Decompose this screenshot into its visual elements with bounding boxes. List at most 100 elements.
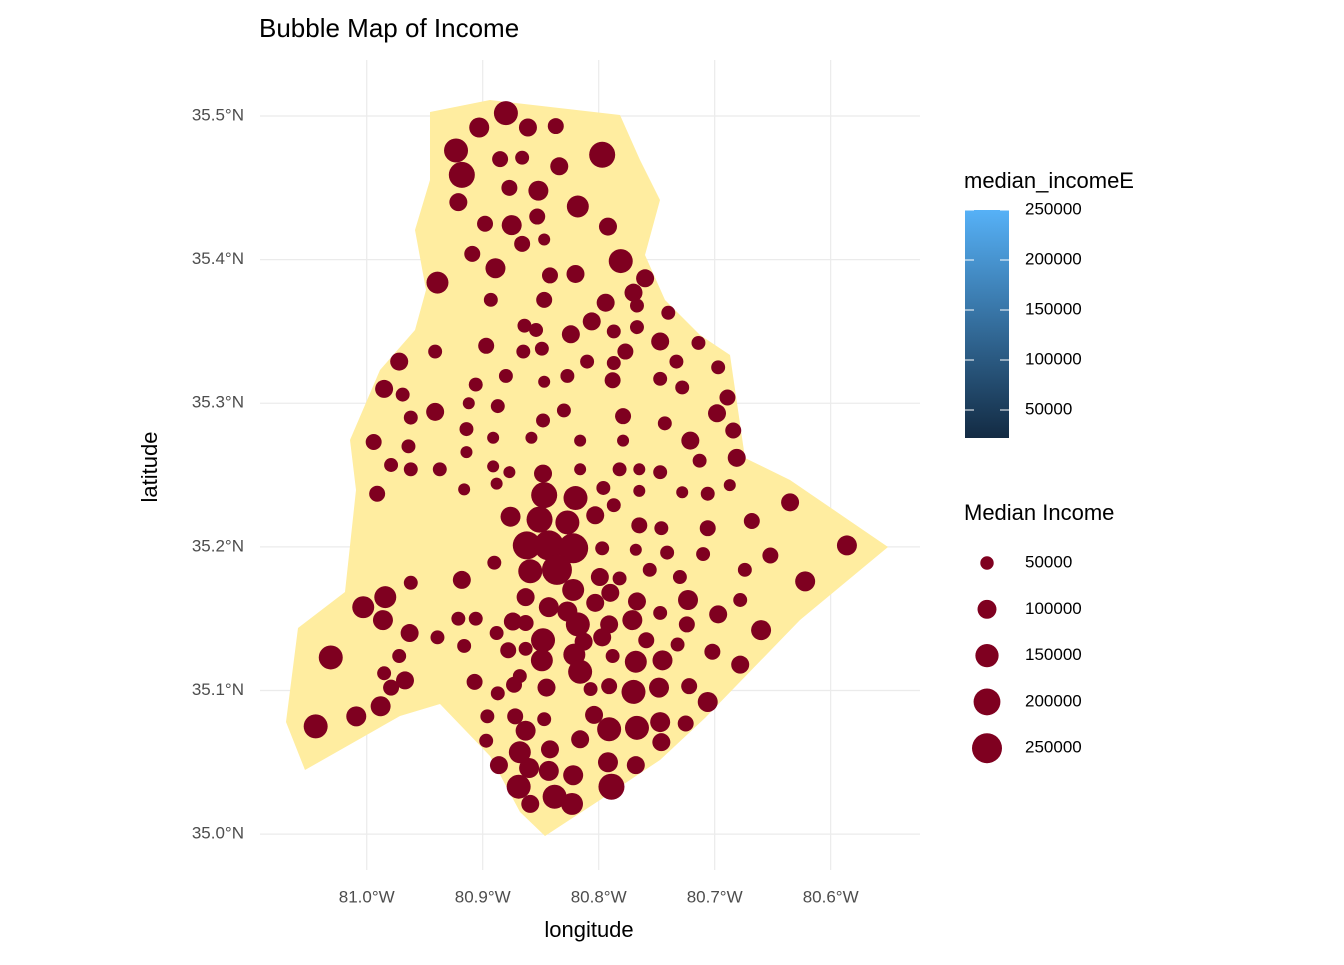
bubble <box>536 413 550 428</box>
bubble <box>550 157 569 176</box>
bubble <box>518 559 543 584</box>
bubble <box>403 410 418 425</box>
bubble <box>675 380 690 395</box>
bubble <box>536 291 553 308</box>
bubble <box>566 264 585 283</box>
bubble <box>521 794 540 813</box>
bubble <box>583 682 598 697</box>
bubble <box>678 590 699 610</box>
bubble <box>529 323 544 337</box>
bubble <box>538 597 559 618</box>
bubble <box>615 408 632 425</box>
bubble <box>630 298 644 313</box>
bubble <box>369 485 386 502</box>
bubble <box>459 422 474 437</box>
bubble <box>633 484 646 497</box>
bubble <box>737 562 752 577</box>
bubble <box>426 271 449 294</box>
bubble <box>500 642 517 659</box>
bubble <box>571 730 590 749</box>
bubble <box>700 486 715 501</box>
bubble <box>585 705 604 724</box>
bubble <box>428 344 443 359</box>
bubble <box>708 404 727 423</box>
size-legend-label: 50000 <box>1025 552 1072 571</box>
bubble <box>612 462 627 477</box>
bubble <box>493 101 518 126</box>
bubble <box>400 624 419 643</box>
bubble <box>590 568 609 587</box>
bubble <box>669 354 684 369</box>
bubble <box>538 760 559 781</box>
bubble <box>677 715 694 732</box>
bubble <box>500 506 521 527</box>
bubble <box>562 578 585 601</box>
bubble <box>624 283 643 302</box>
bubble <box>638 632 655 649</box>
x-tick-label: 80.6°W <box>803 887 859 906</box>
bubble <box>621 679 646 704</box>
bubble <box>538 375 551 388</box>
bubble <box>508 741 531 764</box>
bubble <box>642 562 657 577</box>
y-tick-label: 35.0°N <box>192 824 244 843</box>
bubble <box>582 312 601 331</box>
bubble <box>516 588 535 607</box>
x-tick-label: 81.0°W <box>339 887 395 906</box>
y-tick-label: 35.3°N <box>192 393 244 412</box>
bubble <box>452 570 471 589</box>
bubble <box>670 637 685 652</box>
size-legend-key <box>977 599 997 619</box>
bubble <box>563 486 588 511</box>
bubble <box>384 458 399 472</box>
bubble <box>533 530 564 561</box>
size-legend-key <box>972 733 1002 764</box>
bubble <box>525 431 538 444</box>
bubble <box>477 215 494 232</box>
bubble <box>390 352 409 371</box>
bubble <box>514 235 531 252</box>
bubble <box>727 448 746 467</box>
bubble <box>733 593 748 607</box>
x-tick-label: 80.9°W <box>455 887 511 906</box>
size-legend-key <box>975 643 999 668</box>
size-legend-label: 100000 <box>1025 599 1082 618</box>
bubble <box>457 638 472 653</box>
bubble <box>596 293 615 312</box>
bubble <box>660 545 675 560</box>
bubble <box>490 686 505 701</box>
colorbar-label: 50000 <box>1025 399 1072 418</box>
bubble <box>709 605 728 624</box>
bubble <box>483 292 498 307</box>
bubble <box>622 610 643 631</box>
bubble <box>534 341 549 356</box>
bubble <box>697 691 718 712</box>
x-axis-label: longitude <box>544 917 633 942</box>
bubble <box>518 118 537 137</box>
bubble <box>430 630 445 645</box>
bubble <box>531 482 558 509</box>
bubble <box>678 616 695 633</box>
bubble <box>617 343 634 360</box>
size-legend-key <box>973 688 1001 716</box>
bubble <box>606 324 621 339</box>
bubble <box>503 612 522 631</box>
bubble <box>529 208 546 225</box>
bubble <box>374 586 397 609</box>
bubble <box>403 462 418 477</box>
bubble <box>468 377 483 392</box>
bubble <box>478 337 495 354</box>
bubble <box>601 583 620 602</box>
bubble <box>466 673 483 690</box>
bubble <box>836 535 857 556</box>
bubble <box>444 138 469 163</box>
bubble <box>652 650 673 671</box>
bubble <box>725 422 742 439</box>
bubble <box>370 696 391 717</box>
bubble <box>653 371 668 386</box>
bubble <box>501 215 522 236</box>
bubble <box>601 678 618 695</box>
bubble <box>487 460 500 473</box>
bubble <box>537 712 552 727</box>
bubble <box>568 659 593 684</box>
